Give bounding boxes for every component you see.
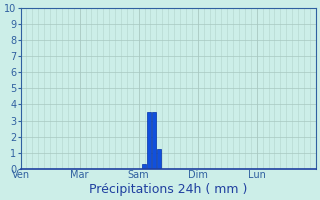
Bar [157,149,161,169]
Bar [147,112,151,169]
Bar [152,112,156,169]
Bar [142,164,146,169]
X-axis label: Précipitations 24h ( mm ): Précipitations 24h ( mm ) [89,183,247,196]
